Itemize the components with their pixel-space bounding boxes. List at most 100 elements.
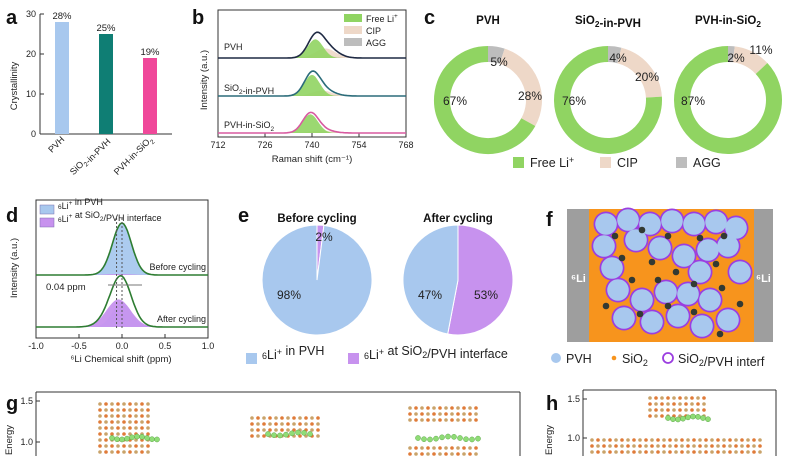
- sio2-lattice-atom: [116, 444, 120, 448]
- sio2-lattice-atom: [692, 444, 696, 448]
- polymer-atom: [310, 422, 314, 426]
- panel-d-legend-swatch: [39, 204, 55, 215]
- sio2-lattice-atom: [420, 452, 424, 456]
- pvh-sphere: [607, 279, 629, 301]
- sio2-lattice-atom: [656, 450, 660, 454]
- polymer-atom: [660, 414, 664, 418]
- panel-c-ring-segment: [499, 48, 542, 127]
- panel-h-ytick-label: 1.5: [567, 394, 580, 404]
- polymer-atom: [414, 412, 418, 416]
- sio2-lattice-atom: [662, 444, 666, 448]
- polymer-atom: [690, 396, 694, 400]
- panel-a-ytick-label: 20: [26, 49, 36, 59]
- sio2-lattice-atom: [140, 444, 144, 448]
- li-ion-dot: [602, 302, 610, 310]
- pvh-sphere: [717, 235, 739, 257]
- sio2-lattice-atom: [626, 450, 630, 454]
- li-path-atom: [154, 436, 160, 443]
- panel-b-series-label: PVH: [224, 42, 243, 52]
- polymer-atom: [462, 406, 466, 410]
- sio2-lattice-atom: [116, 414, 120, 418]
- polymer-atom: [256, 416, 260, 420]
- polymer-atom: [304, 422, 308, 426]
- sio2-lattice-atom: [98, 432, 102, 436]
- polymer-atom: [666, 402, 670, 406]
- panel-f-legend-swatch: [611, 355, 617, 361]
- panel-c-ring-title: PVH: [476, 15, 500, 27]
- panel-e-pie-slice: [261, 224, 373, 336]
- panel-d-xtick-label: 1.0: [202, 341, 215, 351]
- polymer-atom: [280, 428, 284, 432]
- pvh-sphere: [661, 210, 683, 232]
- polymer-atom: [274, 416, 278, 420]
- sio2-lattice-atom: [122, 408, 126, 412]
- panel-b-legend-swatch: [344, 38, 362, 46]
- sio2-lattice-atom: [632, 444, 636, 448]
- panel-a: a Crystallinity 0 10 20 30 28% PVH 25% SiO2-in…: [6, 7, 172, 177]
- polymer-atom: [444, 406, 448, 410]
- sio2-lattice-atom: [746, 450, 750, 454]
- sio2-lattice-atom: [104, 450, 108, 454]
- panel-c-ring-segment: [607, 46, 622, 64]
- sio2-lattice-atom: [110, 444, 114, 448]
- li-path-atom: [475, 435, 481, 442]
- sio2-lattice-atom: [432, 452, 436, 456]
- panel-d-component-fill: [36, 224, 208, 275]
- sio2-lattice-atom: [692, 438, 696, 442]
- sio2-lattice-atom: [110, 432, 114, 436]
- li-path-atom: [680, 415, 686, 422]
- li-ion-dot: [672, 268, 680, 276]
- sio2-lattice-atom: [668, 450, 672, 454]
- panel-d-legend-label: 6Li+ in PVH: [58, 197, 103, 211]
- panel-c-ring-segment: [732, 46, 768, 75]
- polymer-atom: [660, 408, 664, 412]
- sio2-lattice-atom: [614, 444, 618, 448]
- panel-g-ytick-label: 1.0: [20, 437, 33, 447]
- panel-b-xtick-label: 740: [304, 140, 319, 150]
- sio2-lattice-atom: [146, 450, 150, 454]
- panel-c-ring-segment: [674, 46, 782, 154]
- polymer-atom: [690, 408, 694, 412]
- panel-d-plot: -1.0 -0.5 0.0 0.5 1.0 Before cycling After cyc…: [28, 197, 214, 351]
- li-ion-dot: [712, 260, 720, 268]
- sio2-lattice-atom: [668, 438, 672, 442]
- polymer-atom: [426, 418, 430, 422]
- left-electrode-label: ⁶Li: [571, 273, 586, 285]
- sio2-lattice-atom: [608, 450, 612, 454]
- li-path-atom: [439, 434, 445, 441]
- sio2-lattice-atom: [602, 450, 606, 454]
- polymer-atom: [250, 416, 254, 420]
- polymer-atom: [304, 416, 308, 420]
- panel-b-xtick-label: 768: [398, 140, 413, 150]
- li-path-atom: [675, 416, 681, 423]
- polymer-atom: [654, 408, 658, 412]
- panel-g: g Energy 1.5 1.0: [4, 391, 521, 456]
- sio2-lattice-atom: [104, 432, 108, 436]
- polymer-atom: [456, 418, 460, 422]
- li-path-atom: [109, 435, 115, 441]
- sio2-lattice-atom: [620, 444, 624, 448]
- li-path-atom: [665, 415, 671, 421]
- sio2-lattice-atom: [146, 402, 150, 406]
- li-path-atom: [271, 432, 277, 438]
- sio2-lattice-atom: [128, 402, 132, 406]
- pvh-sphere: [677, 283, 699, 305]
- polymer-atom: [426, 412, 430, 416]
- sio2-lattice-atom: [474, 452, 478, 456]
- sio2-lattice-atom: [716, 450, 720, 454]
- sio2-lattice-atom: [414, 452, 418, 456]
- sio2-lattice-atom: [728, 438, 732, 442]
- panel-c-label: c: [424, 7, 435, 29]
- polymer-atom: [274, 422, 278, 426]
- panel-d-ylabel: Intensity (a.u.): [9, 238, 20, 298]
- polymer-atom: [280, 416, 284, 420]
- sio2-lattice-atom: [710, 444, 714, 448]
- panel-h-structures: [590, 396, 762, 454]
- polymer-atom: [648, 408, 652, 412]
- sio2-lattice-atom: [450, 446, 454, 450]
- polymer-atom: [262, 416, 266, 420]
- sio2-lattice-atom: [468, 446, 472, 450]
- sio2-lattice-atom: [128, 450, 132, 454]
- polymer-atom: [696, 402, 700, 406]
- sio2-lattice-atom: [668, 444, 672, 448]
